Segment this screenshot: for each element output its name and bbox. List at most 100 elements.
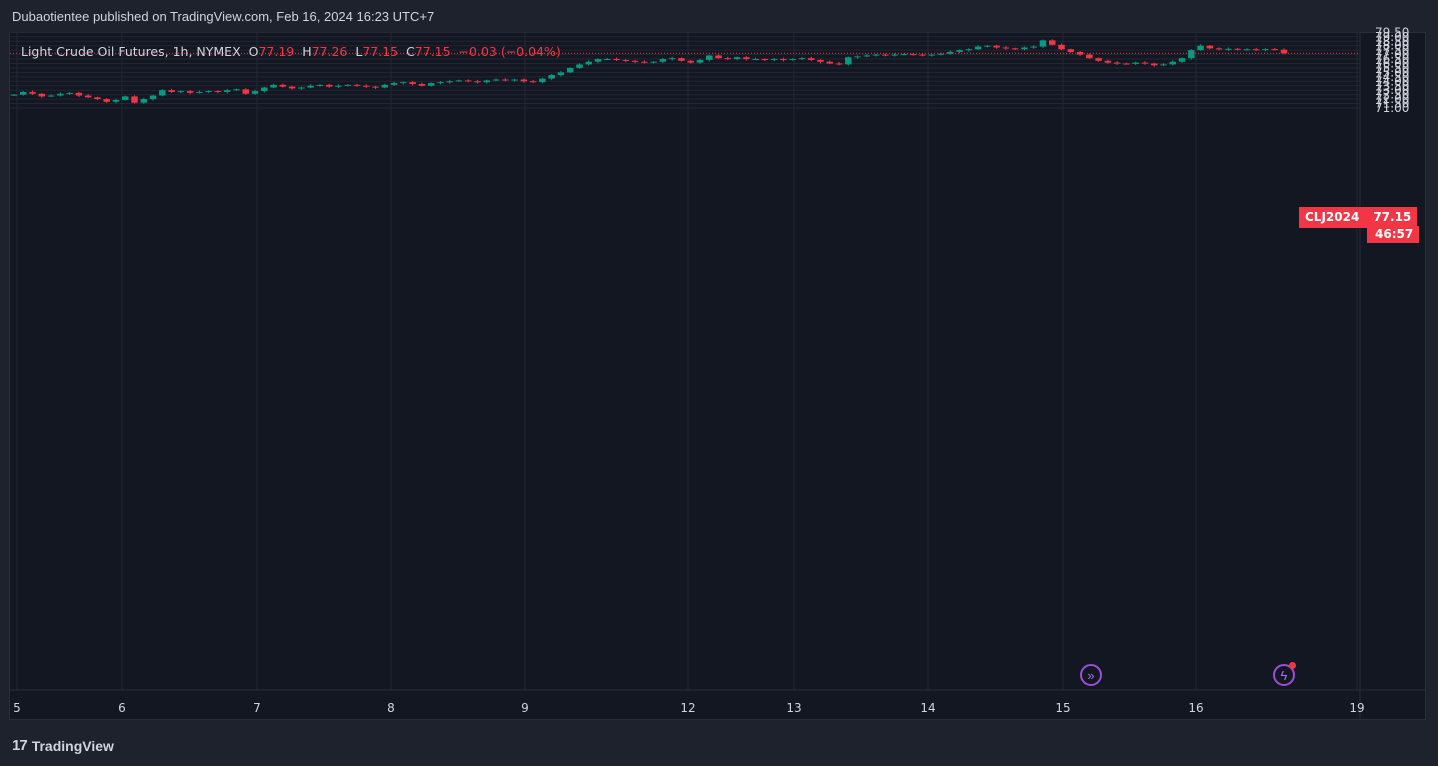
candle-body — [186, 91, 194, 93]
candle-body — [947, 51, 954, 54]
candle-body — [761, 59, 769, 61]
candle-body — [1271, 49, 1278, 51]
candle-body — [353, 84, 361, 86]
candle-body — [984, 45, 991, 47]
candle-body — [10, 94, 18, 96]
candle-body — [279, 84, 287, 87]
price-tick-label: 72.50 — [1375, 88, 1409, 102]
candle-body — [1030, 46, 1037, 48]
candle-body — [928, 54, 935, 56]
chart-frame[interactable] — [9, 32, 1426, 720]
time-tick-label: 13 — [786, 701, 801, 715]
candle-body — [622, 59, 630, 61]
candle-body — [854, 56, 861, 58]
candle-body — [427, 83, 435, 86]
candle-body — [38, 93, 46, 97]
candle-body — [835, 63, 843, 65]
candle-body — [29, 91, 36, 94]
candle-body — [1150, 63, 1158, 66]
replay-icon[interactable]: » — [1080, 664, 1102, 686]
candle-body — [103, 99, 110, 102]
price-tick-label: 71.00 — [1375, 101, 1409, 115]
publisher-line: Dubaotientee published on TradingView.co… — [12, 9, 435, 24]
candle-body — [641, 61, 648, 63]
price-tick-label: 75.00 — [1375, 65, 1409, 79]
candle-body — [502, 79, 509, 81]
candle-body — [724, 58, 732, 60]
candle-body — [1280, 49, 1288, 54]
last-price-tag: CLJ2024 77.15 — [1299, 207, 1418, 228]
candle-body — [47, 95, 55, 97]
candle-body — [464, 80, 472, 82]
candle-body — [733, 57, 741, 60]
candles — [10, 39, 1288, 104]
candle-body — [576, 64, 583, 68]
time-tick-label: 6 — [118, 701, 126, 715]
candle-body — [965, 49, 973, 51]
candle-body — [344, 84, 351, 86]
footer-brand[interactable]: 17 TradingView — [12, 737, 114, 754]
price-tick-label: 72.00 — [1375, 92, 1409, 106]
price-axis[interactable]: 79.5079.0078.5078.0077.5077.0076.5076.00… — [1359, 25, 1409, 719]
candle-body — [1076, 51, 1084, 55]
high-value: 77.26 — [311, 44, 348, 59]
time-axis[interactable]: 5 6 7 8 9 12 13 14 15 16 19 — [10, 689, 1425, 715]
candle-body — [298, 87, 305, 89]
candle-body — [446, 81, 453, 83]
candle-body — [233, 89, 240, 91]
candle-body — [974, 46, 982, 50]
candle-body — [363, 85, 370, 87]
price-tick-label: 76.00 — [1375, 57, 1409, 71]
candle-body — [1160, 64, 1167, 66]
candle-body — [1243, 49, 1251, 51]
time-tick-label: 12 — [680, 701, 695, 715]
lightning-icon[interactable]: ϟ — [1273, 664, 1295, 686]
candle-body — [251, 91, 259, 94]
candle-body — [205, 91, 212, 93]
candle-body — [381, 84, 389, 88]
alert-dot — [1289, 662, 1296, 669]
candle-body — [1058, 44, 1065, 50]
candle-body — [1086, 54, 1093, 59]
candle-body — [798, 58, 806, 60]
candle-body — [1178, 58, 1186, 62]
candle-body — [168, 90, 175, 92]
candle-body — [223, 90, 231, 92]
candle-body — [1049, 40, 1056, 45]
candle-body — [539, 78, 546, 83]
symbol-badge: CLJ2024 — [1299, 207, 1366, 228]
candle-body — [409, 82, 416, 84]
candle-body — [372, 86, 379, 88]
price-tick-label: 77.50 — [1375, 43, 1409, 57]
candle-body — [400, 82, 407, 84]
candle-body — [845, 57, 852, 65]
close-value: 77.15 — [414, 44, 451, 59]
candle-body — [177, 91, 185, 93]
price-tick-label: 73.00 — [1375, 83, 1409, 97]
candle-body — [817, 59, 824, 62]
candle-body — [335, 85, 342, 87]
candle-body — [789, 59, 796, 61]
candle-body — [1067, 49, 1075, 52]
candle-body — [242, 89, 249, 94]
candle-body — [1262, 49, 1269, 51]
candle-body — [159, 90, 166, 96]
legend-title: Light Crude Oil Futures, 1h, NYMEX — [21, 44, 241, 59]
candle-body — [826, 61, 834, 64]
candle-body — [492, 79, 500, 81]
time-tick-label: 8 — [387, 701, 395, 715]
candle-body — [1169, 61, 1177, 65]
candle-body — [1002, 47, 1010, 49]
candle-body — [909, 54, 917, 56]
candle-body — [75, 92, 83, 96]
price-tick-label: 73.50 — [1375, 79, 1409, 93]
last-price-value: 77.15 — [1365, 207, 1418, 228]
price-tick-label: 71.50 — [1375, 97, 1409, 111]
candle-body — [1188, 50, 1195, 59]
candle-body — [511, 79, 518, 81]
candle-body — [1123, 63, 1130, 65]
candle-body — [474, 81, 481, 83]
candle-body — [687, 60, 694, 63]
candle-body — [807, 58, 815, 60]
